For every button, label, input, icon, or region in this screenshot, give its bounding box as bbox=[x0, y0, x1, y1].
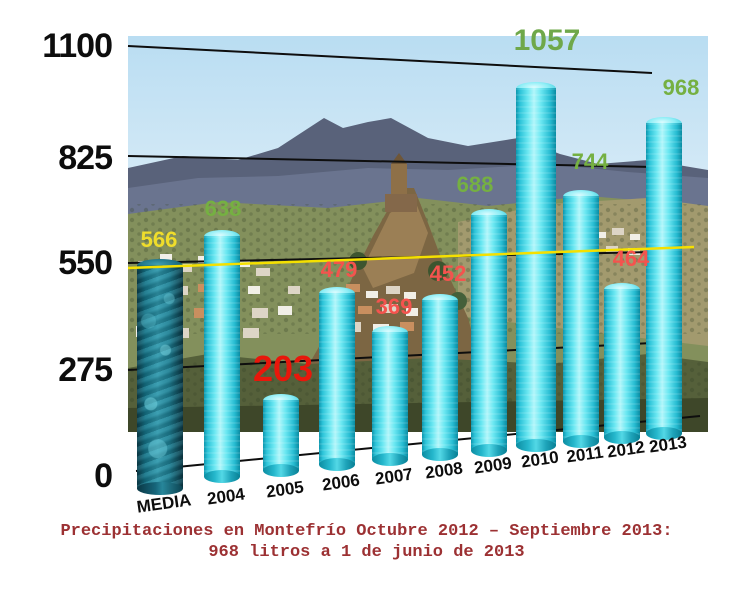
gridline-825 bbox=[127, 155, 653, 168]
village-house bbox=[386, 286, 400, 294]
x-label-2009: 2009 bbox=[472, 452, 513, 478]
x-label-2005: 2005 bbox=[264, 477, 305, 502]
bar-MEDIA bbox=[137, 258, 183, 495]
bar-2005-body bbox=[263, 399, 299, 471]
village-house bbox=[252, 308, 268, 318]
bar-2006 bbox=[319, 287, 355, 472]
bar-2005-cap-bot bbox=[263, 463, 299, 477]
value-label-2004: 638 bbox=[204, 196, 242, 221]
value-label-2008: 452 bbox=[429, 261, 467, 286]
bar-2011-body bbox=[563, 195, 599, 442]
y-axis-label-1100: 1100 bbox=[42, 27, 113, 65]
y-axis-label-275: 275 bbox=[58, 351, 113, 389]
village-house bbox=[243, 328, 259, 338]
bar-2013-body bbox=[646, 122, 682, 434]
village-house bbox=[346, 284, 360, 292]
chart-caption: Precipitaciones en Montefrío Octubre 201… bbox=[0, 521, 733, 563]
village-house bbox=[288, 286, 300, 294]
village-house bbox=[406, 308, 418, 316]
bar-2004-cap-bot bbox=[204, 469, 240, 483]
bar-2006-body bbox=[319, 293, 355, 466]
village-house bbox=[194, 308, 210, 318]
value-label-2007: 369 bbox=[375, 294, 413, 319]
average-line-566 bbox=[127, 245, 695, 270]
village-house bbox=[596, 232, 606, 238]
x-label-2004: 2004 bbox=[205, 484, 246, 509]
village-house bbox=[248, 286, 260, 294]
bar-2010-cap-bot bbox=[516, 438, 556, 452]
value-label-2010: 1057 bbox=[513, 24, 581, 57]
bar-2011-cap-bot bbox=[563, 434, 599, 448]
value-label-2011: 744 bbox=[571, 149, 609, 174]
x-label-2006: 2006 bbox=[320, 470, 361, 495]
value-label-2009: 688 bbox=[456, 172, 494, 197]
caption-line-1: Precipitaciones en Montefrío Octubre 201… bbox=[60, 522, 673, 541]
bar-2006-cap-bot bbox=[319, 458, 355, 472]
village-house bbox=[366, 291, 378, 298]
bar-2007-cap-bot bbox=[372, 453, 408, 467]
village-house bbox=[358, 306, 372, 314]
bar-2013 bbox=[646, 116, 682, 440]
bar-2008 bbox=[422, 293, 458, 462]
village-house bbox=[256, 268, 270, 276]
bar-2013-cap-bot bbox=[646, 426, 682, 440]
village-house bbox=[404, 292, 416, 299]
x-label-2010: 2010 bbox=[519, 447, 560, 472]
caption-line-2: 968 litros a 1 de junio de 2013 bbox=[208, 543, 525, 562]
village-house bbox=[160, 254, 172, 261]
village-house bbox=[630, 234, 640, 240]
bar-2004-body bbox=[204, 235, 240, 477]
bar-2004 bbox=[204, 229, 240, 483]
bar-MEDIA-body bbox=[137, 264, 183, 489]
x-label-2012: 2012 bbox=[605, 437, 646, 462]
bar-2007-body bbox=[372, 331, 408, 461]
y-axis-label-0: 0 bbox=[94, 457, 113, 495]
village-house bbox=[382, 304, 398, 313]
value-label-MEDIA: 566 bbox=[140, 227, 178, 252]
bar-2010-body bbox=[516, 87, 556, 446]
value-label-2013: 968 bbox=[662, 75, 700, 100]
value-label-2005: 203 bbox=[252, 348, 314, 389]
x-label-MEDIA: MEDIA bbox=[135, 490, 193, 517]
village-house bbox=[612, 228, 624, 235]
gridline-1100 bbox=[127, 45, 653, 74]
value-label-2006: 479 bbox=[320, 257, 358, 282]
bar-2010 bbox=[516, 81, 556, 452]
bar-2012-body bbox=[604, 289, 640, 438]
bar-2008-body bbox=[422, 299, 458, 456]
bar-2008-cap-bot bbox=[422, 448, 458, 462]
bar-2009-cap-bot bbox=[471, 443, 507, 457]
value-label-2012: 464 bbox=[612, 246, 650, 271]
bar-2007 bbox=[372, 325, 408, 467]
x-label-2007: 2007 bbox=[373, 464, 414, 489]
village-house bbox=[400, 322, 414, 331]
village-house bbox=[278, 306, 292, 315]
village-house bbox=[178, 264, 192, 272]
x-label-2008: 2008 bbox=[423, 458, 464, 483]
x-label-2011: 2011 bbox=[565, 442, 605, 467]
bar-2011 bbox=[563, 189, 599, 448]
bar-2012-cap-bot bbox=[604, 430, 640, 444]
x-label-2013: 2013 bbox=[647, 432, 688, 457]
bar-MEDIA-cap-bot bbox=[137, 481, 183, 495]
bar-2012 bbox=[604, 283, 640, 444]
bar-2005 bbox=[263, 393, 299, 477]
y-axis-label-825: 825 bbox=[58, 139, 113, 177]
y-axis-label-550: 550 bbox=[58, 244, 113, 282]
